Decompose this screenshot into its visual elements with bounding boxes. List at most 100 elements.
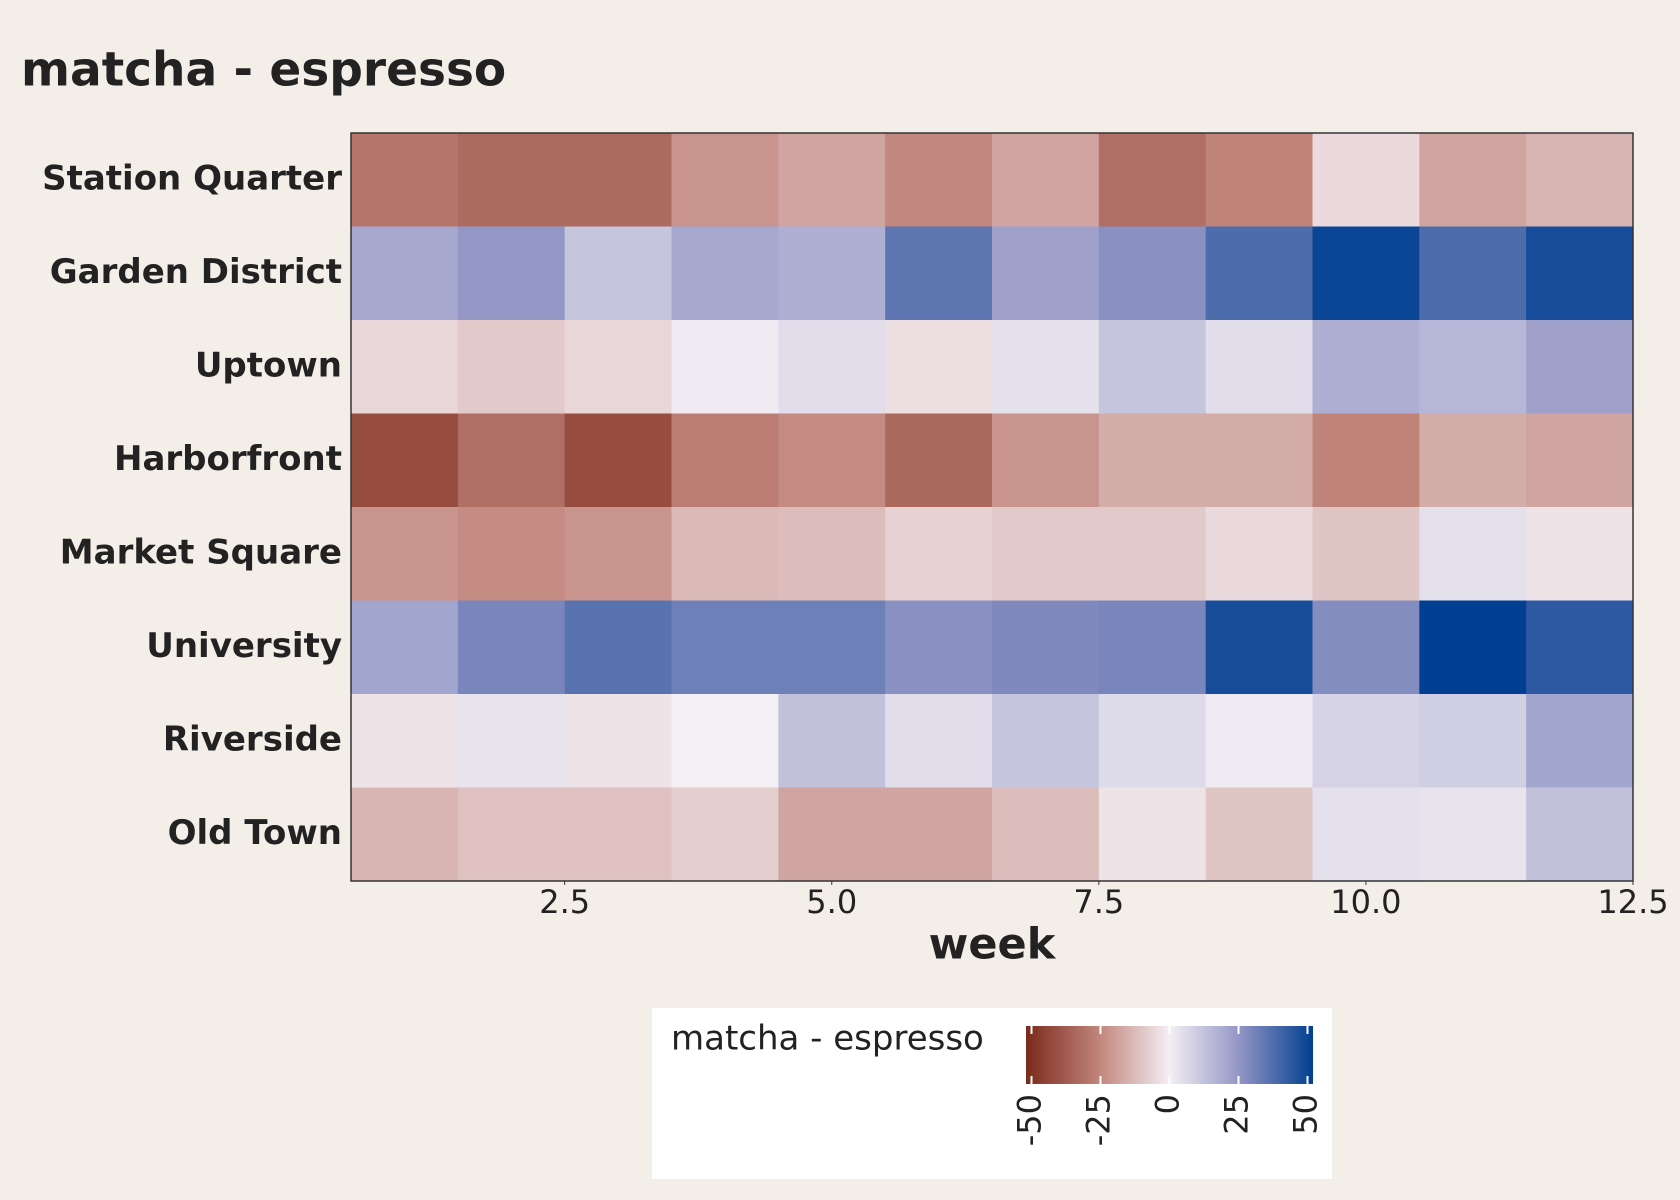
heatmap-cell <box>778 787 886 882</box>
heatmap-cell <box>1205 226 1313 321</box>
heatmap-cell <box>671 133 779 227</box>
heatmap-cell <box>351 507 459 601</box>
heatmap-cell <box>1098 507 1207 601</box>
heatmap-cell <box>778 600 886 695</box>
heatmap-cell <box>671 320 779 414</box>
chart-title: matcha - espresso <box>21 43 506 98</box>
heatmap-cell <box>1312 413 1420 508</box>
y-tick-label: University <box>146 626 342 666</box>
y-tick-label: Market Square <box>60 532 342 572</box>
heatmap-cell <box>1312 694 1420 788</box>
heatmap-cell <box>885 226 993 321</box>
y-tick-label: Station Quarter <box>42 158 342 198</box>
colorbar <box>1026 1026 1313 1084</box>
heatmap-cell <box>351 320 459 414</box>
x-tick-label: 2.5 <box>539 883 590 921</box>
plot-frame <box>350 132 1634 882</box>
heatmap-cell <box>351 600 459 695</box>
heatmap-cell <box>885 320 993 414</box>
colorbar-tick-label: -25 <box>1080 1094 1118 1146</box>
heatmap-cell <box>564 413 672 508</box>
heatmap-cell <box>992 133 1100 227</box>
heatmap-cell <box>1419 787 1527 882</box>
y-tick-label: Old Town <box>168 813 342 853</box>
y-tick-label: Garden District <box>50 252 342 292</box>
colorbar-tick-label: 0 <box>1149 1094 1187 1114</box>
heatmap-cell <box>992 226 1100 321</box>
heatmap-cell <box>778 507 886 601</box>
heatmap-cell <box>671 787 779 882</box>
heatmap-cell <box>992 413 1100 508</box>
heatmap-cell <box>457 320 566 414</box>
heatmap-cell <box>1098 133 1207 227</box>
heatmap-cell <box>1526 320 1634 414</box>
heatmap-cell <box>1098 694 1207 788</box>
heatmap-cell <box>1098 320 1207 414</box>
colorbar-tick-label: -50 <box>1011 1094 1049 1146</box>
heatmap-cell <box>1205 133 1313 227</box>
heatmap-cell <box>457 133 566 227</box>
heatmap-cell <box>564 507 672 601</box>
heatmap-cell <box>778 413 886 508</box>
heatmap-cell <box>1526 133 1634 227</box>
heatmap-cell <box>1419 320 1527 414</box>
heatmap-cell <box>778 320 886 414</box>
heatmap-cell <box>885 600 993 695</box>
x-tick-label: 10.0 <box>1330 883 1401 921</box>
heatmap-cell <box>564 600 672 695</box>
y-tick-label: Uptown <box>195 345 342 385</box>
heatmap-cell <box>671 507 779 601</box>
heatmap-cell <box>1312 600 1420 695</box>
heatmap-cell <box>1526 507 1634 601</box>
heatmap-cell <box>1526 787 1634 882</box>
heatmap-cell <box>457 694 566 788</box>
x-tick-label: 12.5 <box>1597 883 1668 921</box>
heatmap-cell <box>457 600 566 695</box>
heatmap-cell <box>1526 413 1634 508</box>
heatmap-cell <box>351 413 459 508</box>
colorbar-tick-label: 25 <box>1217 1094 1255 1135</box>
heatmap-cell <box>992 320 1100 414</box>
legend-title: matcha - espresso <box>671 1019 984 1059</box>
x-tick-label: 7.5 <box>1073 883 1124 921</box>
heatmap-cell <box>1419 507 1527 601</box>
heatmap-cell <box>351 694 459 788</box>
heatmap-cell <box>671 226 779 321</box>
heatmap-cell <box>1205 320 1313 414</box>
heatmap-cell <box>564 694 672 788</box>
heatmap-cell <box>1312 133 1420 227</box>
heatmap-cell <box>564 320 672 414</box>
heatmap-cell <box>1098 413 1207 508</box>
heatmap-cell <box>885 133 993 227</box>
heatmap-cell <box>1419 694 1527 788</box>
heatmap-cell <box>778 694 886 788</box>
y-tick-label: Riverside <box>163 719 342 759</box>
heatmap-cell <box>564 226 672 321</box>
heatmap-cell <box>457 507 566 601</box>
heatmap-cell <box>1205 507 1313 601</box>
heatmap-cell <box>778 133 886 227</box>
heatmap-cell <box>1312 226 1420 321</box>
heatmap-cell <box>1312 320 1420 414</box>
heatmap-cell <box>885 413 993 508</box>
heatmap-cell <box>1312 507 1420 601</box>
heatmap-cell <box>1205 600 1313 695</box>
heatmap-cell <box>992 507 1100 601</box>
heatmap-cell <box>1098 600 1207 695</box>
heatmap-cell <box>992 600 1100 695</box>
colorbar-tick-label: 50 <box>1286 1094 1324 1135</box>
heatmap-cell <box>351 226 459 321</box>
heatmap-cell <box>564 133 672 227</box>
heatmap-cell <box>1419 600 1527 695</box>
heatmap-cell <box>1098 787 1207 882</box>
heatmap-cell <box>1419 226 1527 321</box>
heatmap-cell <box>457 413 566 508</box>
heatmap-cell <box>1205 694 1313 788</box>
heatmap-cell <box>992 787 1100 882</box>
heatmap-cell <box>1205 787 1313 882</box>
heatmap-cell <box>671 600 779 695</box>
heatmap-cell <box>1419 133 1527 227</box>
heatmap-cell <box>1312 787 1420 882</box>
x-tick-label: 5.0 <box>806 883 857 921</box>
